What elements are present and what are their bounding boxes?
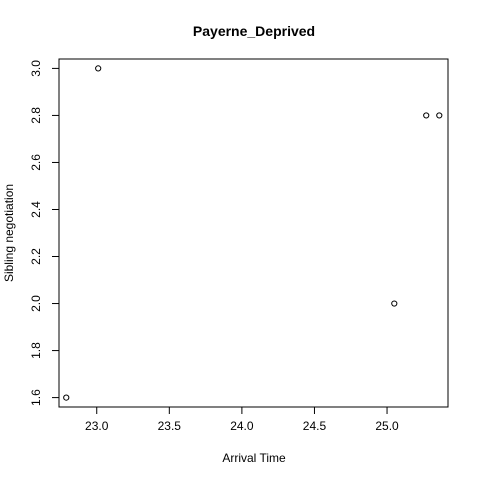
x-tick-label: 24.5 — [303, 419, 327, 433]
x-tick-label: 24.0 — [230, 419, 254, 433]
plot-frame — [58, 58, 449, 408]
data-point — [436, 112, 443, 119]
data-point — [63, 394, 70, 401]
data-point — [95, 65, 102, 72]
x-axis-label: Arrival Time — [222, 451, 286, 465]
data-points — [63, 65, 443, 401]
y-tick-label: 1.6 — [29, 389, 43, 406]
data-point — [391, 300, 398, 307]
x-tick-label: 23.5 — [158, 419, 182, 433]
y-axis-label: Sibling negotiation — [2, 184, 16, 282]
y-tick-label: 2.4 — [29, 201, 43, 218]
y-tick-label: 1.8 — [29, 342, 43, 359]
chart-title: Payerne_Deprived — [193, 23, 315, 39]
y-tick-label: 2.0 — [29, 295, 43, 312]
y-tick-label: 2.8 — [29, 107, 43, 124]
x-tick-label: 25.0 — [375, 419, 399, 433]
data-point — [423, 112, 430, 119]
x-axis: 23.0 23.5 24.0 24.5 25.0 — [85, 406, 399, 433]
y-tick-label: 2.6 — [29, 154, 43, 171]
y-axis: 1.6 1.8 2.0 2.2 2.4 2.6 2.8 3.0 — [29, 60, 60, 406]
y-tick-label: 3.0 — [29, 60, 43, 77]
x-tick-label: 23.0 — [85, 419, 109, 433]
y-tick-label: 2.2 — [29, 248, 43, 265]
